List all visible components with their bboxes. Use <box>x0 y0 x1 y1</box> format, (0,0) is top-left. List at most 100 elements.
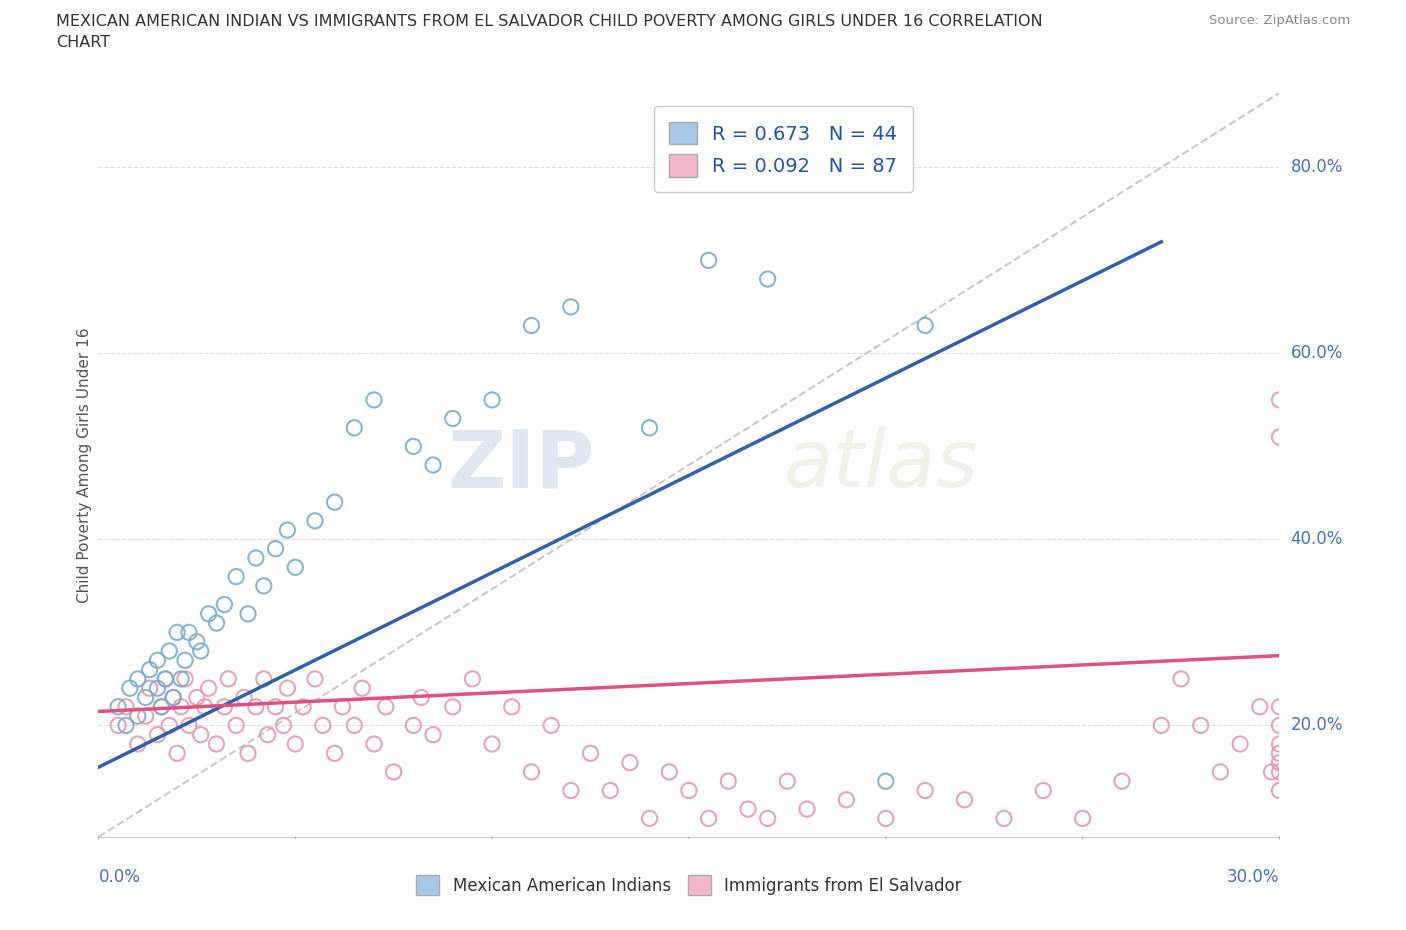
Point <box>619 755 641 770</box>
Point <box>1170 671 1192 686</box>
Point <box>756 811 779 826</box>
Point <box>1071 811 1094 826</box>
Point <box>186 634 208 649</box>
Point <box>276 523 298 538</box>
Text: 80.0%: 80.0% <box>1291 158 1343 177</box>
Point <box>162 690 184 705</box>
Point <box>1260 764 1282 779</box>
Point <box>796 802 818 817</box>
Point <box>236 606 259 621</box>
Text: 60.0%: 60.0% <box>1291 344 1343 363</box>
Text: ZIP: ZIP <box>447 426 595 504</box>
Point <box>363 392 385 407</box>
Point <box>914 318 936 333</box>
Point <box>1209 764 1232 779</box>
Point <box>197 606 219 621</box>
Point <box>599 783 621 798</box>
Point <box>253 578 276 593</box>
Point <box>174 671 197 686</box>
Point <box>146 727 169 742</box>
Point <box>1268 430 1291 445</box>
Point <box>323 495 346 510</box>
Point <box>697 253 720 268</box>
Point <box>560 783 582 798</box>
Text: 0.0%: 0.0% <box>98 868 141 885</box>
Point <box>1268 783 1291 798</box>
Point <box>197 681 219 696</box>
Point <box>127 671 149 686</box>
Point <box>1268 764 1291 779</box>
Point <box>717 774 740 789</box>
Point <box>150 699 173 714</box>
Point <box>162 690 184 705</box>
Point <box>146 653 169 668</box>
Point <box>312 718 335 733</box>
Point <box>138 662 160 677</box>
Point <box>1229 737 1251 751</box>
Point <box>343 718 366 733</box>
Point <box>115 699 138 714</box>
Point <box>638 420 661 435</box>
Point <box>1268 746 1291 761</box>
Point <box>1249 699 1271 714</box>
Point <box>658 764 681 779</box>
Point <box>402 439 425 454</box>
Point <box>236 746 259 761</box>
Point <box>678 783 700 798</box>
Point <box>194 699 217 714</box>
Point <box>264 699 287 714</box>
Point <box>1150 718 1173 733</box>
Point <box>579 746 602 761</box>
Point <box>374 699 396 714</box>
Point <box>501 699 523 714</box>
Point <box>205 737 228 751</box>
Point <box>461 671 484 686</box>
Point <box>382 764 405 779</box>
Point <box>127 709 149 724</box>
Point <box>245 551 267 565</box>
Point <box>115 718 138 733</box>
Point <box>225 569 247 584</box>
Point <box>1189 718 1212 733</box>
Point <box>177 718 200 733</box>
Point <box>422 727 444 742</box>
Text: Source: ZipAtlas.com: Source: ZipAtlas.com <box>1209 14 1350 27</box>
Point <box>284 560 307 575</box>
Point <box>190 644 212 658</box>
Text: 40.0%: 40.0% <box>1291 530 1343 549</box>
Point <box>323 746 346 761</box>
Point <box>217 671 239 686</box>
Point <box>363 737 385 751</box>
Point <box>1268 699 1291 714</box>
Point <box>146 681 169 696</box>
Point <box>441 411 464 426</box>
Point <box>150 699 173 714</box>
Point <box>993 811 1015 826</box>
Point <box>422 458 444 472</box>
Point <box>520 764 543 779</box>
Point <box>953 792 976 807</box>
Point <box>697 811 720 826</box>
Point <box>276 681 298 696</box>
Point <box>225 718 247 733</box>
Point <box>411 690 433 705</box>
Point <box>177 625 200 640</box>
Point <box>481 737 503 751</box>
Point <box>343 420 366 435</box>
Point <box>138 681 160 696</box>
Point <box>127 737 149 751</box>
Point <box>352 681 374 696</box>
Point <box>256 727 278 742</box>
Point <box>264 541 287 556</box>
Point <box>135 690 157 705</box>
Point <box>737 802 759 817</box>
Point <box>166 746 188 761</box>
Point <box>170 671 193 686</box>
Point <box>284 737 307 751</box>
Point <box>107 699 129 714</box>
Point <box>214 699 236 714</box>
Point <box>402 718 425 733</box>
Point <box>1268 718 1291 733</box>
Text: 30.0%: 30.0% <box>1227 868 1279 885</box>
Point <box>304 671 326 686</box>
